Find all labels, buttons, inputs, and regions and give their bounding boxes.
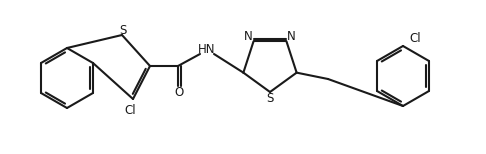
- Text: O: O: [174, 85, 184, 99]
- Text: Cl: Cl: [124, 105, 136, 118]
- Text: N: N: [287, 30, 296, 43]
- Text: Cl: Cl: [409, 32, 421, 45]
- Text: N: N: [244, 30, 253, 43]
- Text: S: S: [119, 24, 127, 36]
- Text: HN: HN: [198, 43, 216, 55]
- Text: S: S: [266, 93, 274, 105]
